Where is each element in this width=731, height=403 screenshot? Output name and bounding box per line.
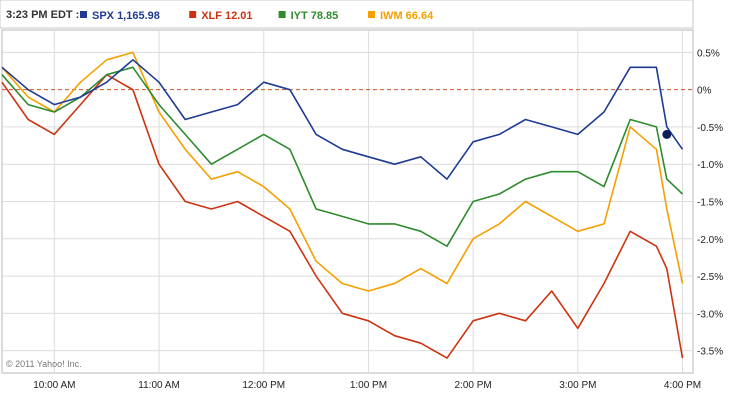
series-lines <box>1 51 684 359</box>
current-value-marker <box>662 129 672 139</box>
series-line-xlf <box>1 73 684 359</box>
y-tick-label: 0% <box>697 86 712 97</box>
y-tick-label: -3.0% <box>697 309 723 320</box>
y-tick-label: -1.5% <box>697 198 723 209</box>
legend-swatch-spx <box>80 11 87 18</box>
x-tick-label: 10:00 AM <box>33 380 75 391</box>
current-marker <box>662 129 672 139</box>
y-tick-label: 0.5% <box>697 48 720 59</box>
x-tick-label: 2:00 PM <box>455 380 492 391</box>
x-tick-label: 3:00 PM <box>559 380 596 391</box>
x-axis-ticks: 10:00 AM 11:00 AM 12:00 PM 1:00 PM 2:00 PM 3:… <box>33 380 701 391</box>
y-axis-ticks: 0.5% 0% -0.5% -1.0% -1.5% -2.0% -2.5% -3.0% -3.5… <box>697 48 723 357</box>
legend-label-xlf: XLF 12.01 <box>201 10 252 22</box>
y-tick-label: -2.5% <box>697 272 723 283</box>
x-tick-label: 1:00 PM <box>350 380 387 391</box>
legend-label-iwm: IWM 66.64 <box>380 10 434 22</box>
legend-box <box>0 0 694 29</box>
series-line-iwm <box>1 51 684 292</box>
legend-swatch-iyt <box>278 11 286 18</box>
legend-items: SPX 1,165.98 XLF 12.01 IYT 78.85 IWM 66.64 <box>80 10 434 22</box>
legend-label-iyt: IYT 78.85 <box>291 10 339 22</box>
y-tick-label: -0.5% <box>697 123 723 134</box>
legend-header: 3:23 PM EDT : SPX 1,165.98 XLF 12.01 IYT 7… <box>0 0 694 29</box>
grid-lines <box>2 30 693 373</box>
x-tick-label: 11:00 AM <box>138 380 180 391</box>
x-tick-label: 4:00 PM <box>664 380 701 391</box>
x-tick-label: 12:00 PM <box>242 380 285 391</box>
legend-swatch-iwm <box>368 11 375 18</box>
legend-swatch-xlf <box>189 11 197 18</box>
copyright-text: © 2011 Yahoo! Inc. <box>6 359 82 369</box>
y-tick-label: -3.5% <box>697 347 723 358</box>
series-line-spx <box>1 58 684 180</box>
time-label: 3:23 PM EDT : <box>6 9 79 21</box>
y-tick-label: -2.0% <box>697 235 723 246</box>
y-tick-label: -1.0% <box>697 160 723 171</box>
legend-label-spx: SPX 1,165.98 <box>92 10 160 22</box>
